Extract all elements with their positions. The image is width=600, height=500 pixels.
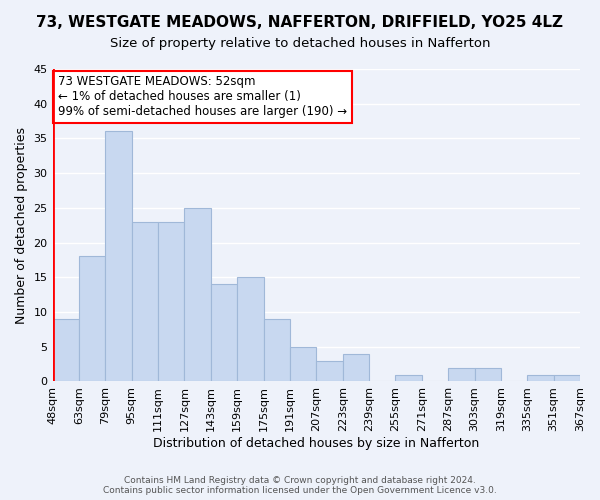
Bar [237, 278, 263, 382]
Bar [184, 208, 211, 382]
Text: Contains HM Land Registry data © Crown copyright and database right 2024.
Contai: Contains HM Land Registry data © Crown c… [103, 476, 497, 495]
Bar [316, 360, 343, 382]
Bar [158, 222, 184, 382]
Bar [554, 374, 580, 382]
Bar [53, 319, 79, 382]
Text: 73, WESTGATE MEADOWS, NAFFERTON, DRIFFIELD, YO25 4LZ: 73, WESTGATE MEADOWS, NAFFERTON, DRIFFIE… [37, 15, 563, 30]
Bar [79, 256, 105, 382]
Bar [475, 368, 501, 382]
Bar [343, 354, 369, 382]
Bar [263, 319, 290, 382]
Text: 73 WESTGATE MEADOWS: 52sqm
← 1% of detached houses are smaller (1)
99% of semi-d: 73 WESTGATE MEADOWS: 52sqm ← 1% of detac… [58, 75, 347, 118]
Bar [395, 374, 422, 382]
Bar [211, 284, 237, 382]
Text: Size of property relative to detached houses in Nafferton: Size of property relative to detached ho… [110, 38, 490, 51]
Bar [105, 132, 131, 382]
Bar [131, 222, 158, 382]
Bar [527, 374, 554, 382]
Bar [290, 346, 316, 382]
X-axis label: Distribution of detached houses by size in Nafferton: Distribution of detached houses by size … [153, 437, 479, 450]
Y-axis label: Number of detached properties: Number of detached properties [15, 126, 28, 324]
Bar [448, 368, 475, 382]
